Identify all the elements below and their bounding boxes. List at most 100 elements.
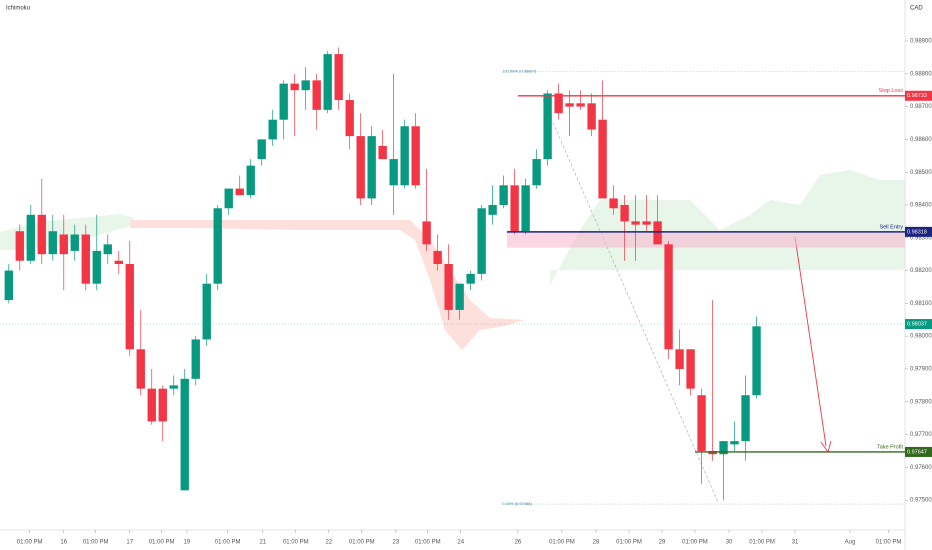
x-tick-label: 01:00 PM xyxy=(17,540,43,546)
candle-body xyxy=(422,221,431,245)
y-tick-label: 0.98300 xyxy=(910,235,932,241)
candle-body xyxy=(37,214,46,255)
candle-body xyxy=(15,231,24,261)
candle-body xyxy=(389,159,398,186)
y-tick-label: 0.97900 xyxy=(910,367,932,373)
x-tick-label: 26 xyxy=(515,540,522,546)
candle-body xyxy=(510,185,519,232)
candle-body xyxy=(499,185,508,205)
candle-body xyxy=(719,441,728,455)
ichimoku-cloud xyxy=(550,170,905,285)
candle-body xyxy=(620,204,629,222)
candle-body xyxy=(565,103,574,107)
x-tick-label: 01:00 PM xyxy=(749,540,775,546)
x-tick-label: 31 xyxy=(792,540,799,546)
x-tick-label: 28 xyxy=(593,540,600,546)
y-tick-label: 0.97500 xyxy=(910,498,932,504)
y-tick-label: 0.98700 xyxy=(910,104,932,110)
candle-body xyxy=(202,283,211,340)
y-tick-label: 0.98100 xyxy=(910,301,932,307)
last-price-box xyxy=(905,319,932,330)
candle-body xyxy=(290,83,299,91)
level-price-box xyxy=(905,226,932,237)
candle-body xyxy=(356,136,365,199)
x-tick-label: 01:00 PM xyxy=(215,540,241,546)
x-tick-label: 01:00 PM xyxy=(349,540,375,546)
y-tick-label: 0.98600 xyxy=(910,137,932,143)
y-tick-label: 0.98800 xyxy=(910,71,932,77)
candle-body xyxy=(411,126,420,186)
candle-body xyxy=(191,339,200,379)
entry-zone xyxy=(506,231,905,248)
currency: CAD xyxy=(910,6,923,12)
y-tick-label: 0.97700 xyxy=(910,432,932,438)
candle-body xyxy=(301,80,310,91)
candle-body xyxy=(752,326,761,396)
candle-body xyxy=(378,145,387,160)
y-tick-label: 0.98500 xyxy=(910,170,932,176)
x-tick-label: 22 xyxy=(325,540,332,546)
candle-body xyxy=(697,395,706,451)
level-name: Sell Entry xyxy=(879,224,903,230)
candle-body xyxy=(532,159,541,186)
candle-body xyxy=(543,93,552,160)
candle-body xyxy=(235,188,244,196)
fib-label: 100.00% (0.98807) xyxy=(502,69,537,74)
x-tick-label: 01:00 PM xyxy=(415,540,441,546)
candle-body xyxy=(26,214,35,261)
candle-body xyxy=(675,349,684,369)
candle-body xyxy=(103,244,112,255)
x-tick-label: 24 xyxy=(457,540,464,546)
x-tick-label: 23 xyxy=(393,540,400,546)
level-name: Take Profit xyxy=(877,444,903,450)
candle-body xyxy=(367,136,376,199)
x-tick-label: 19 xyxy=(184,540,191,546)
level-price-box xyxy=(905,446,932,457)
candle-body xyxy=(686,349,695,389)
last-price: 0.98037 xyxy=(907,321,927,327)
candle-body xyxy=(323,54,332,110)
candle-body xyxy=(81,234,90,284)
candle-body xyxy=(730,441,739,445)
candle-body xyxy=(4,270,13,301)
x-tick-label: 01:00 PM xyxy=(682,540,708,546)
candle-body xyxy=(521,185,530,232)
candle-body xyxy=(246,165,255,196)
level-name: Stop Loss xyxy=(879,88,904,94)
candle-body xyxy=(147,388,156,422)
candle-body xyxy=(213,208,222,284)
candle-body xyxy=(488,204,497,215)
candle-body xyxy=(92,250,101,284)
candle-body xyxy=(554,93,563,114)
candle-body xyxy=(180,378,189,491)
level-price-box xyxy=(905,90,932,101)
y-tick-label: 0.98000 xyxy=(910,334,932,340)
candle-body xyxy=(345,100,354,137)
y-tick-label: 0.97800 xyxy=(910,399,932,405)
candle-body xyxy=(455,283,464,310)
x-tick-label: 01:00 PM xyxy=(876,540,902,546)
candle-body xyxy=(642,221,651,225)
arrow xyxy=(794,236,827,447)
level-price: 0.97647 xyxy=(907,449,927,455)
candle-body xyxy=(466,273,475,284)
chart-title: Ichimoku xyxy=(6,6,30,12)
x-tick-label: 01:00 PM xyxy=(283,540,309,546)
candle-body xyxy=(653,221,662,245)
fib-trend-line xyxy=(540,94,719,503)
x-tick-label: 29 xyxy=(659,540,666,546)
x-tick-label: 01:00 PM xyxy=(83,540,109,546)
x-tick-label: 01:00 PM xyxy=(149,540,175,546)
x-tick-label: 17 xyxy=(126,540,133,546)
candle-body xyxy=(609,198,618,209)
x-tick-label: 21 xyxy=(259,540,266,546)
candle-body xyxy=(59,234,68,255)
candle-body xyxy=(125,264,134,350)
candle-body xyxy=(444,264,453,310)
y-tick-label: 0.97600 xyxy=(910,465,932,471)
candle-body xyxy=(136,349,145,389)
candle-body xyxy=(631,221,640,225)
candle-body xyxy=(576,103,585,107)
